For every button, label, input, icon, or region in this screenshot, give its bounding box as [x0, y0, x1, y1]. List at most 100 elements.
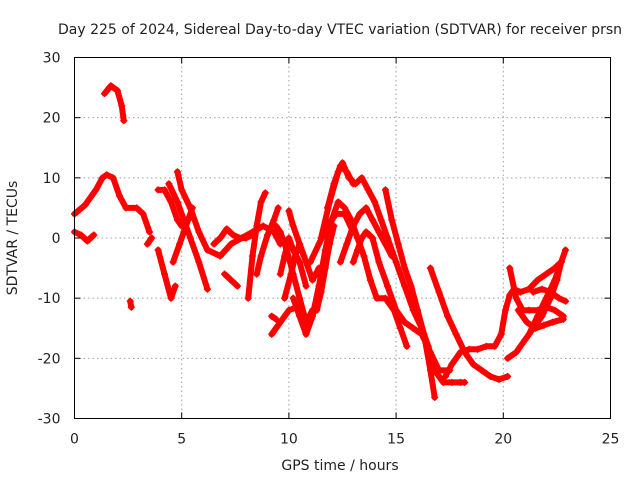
data-point	[448, 360, 456, 368]
data-point	[504, 354, 512, 362]
data-point	[360, 252, 368, 260]
series-track-31	[441, 330, 505, 380]
data-point	[317, 234, 325, 242]
data-point	[366, 276, 374, 284]
data-point	[203, 246, 211, 254]
data-point	[542, 294, 550, 302]
data-point	[276, 270, 284, 278]
data-point	[390, 306, 398, 314]
data-point	[369, 234, 377, 242]
series-track-7	[154, 186, 186, 230]
data-point	[98, 174, 106, 182]
data-point	[381, 294, 389, 302]
data-point	[268, 330, 276, 338]
data-point	[439, 378, 447, 386]
data-point	[270, 216, 278, 224]
data-point	[474, 345, 482, 353]
series-trace	[498, 259, 565, 338]
data-point	[388, 252, 396, 260]
series-track-5	[143, 234, 156, 248]
data-point	[381, 240, 389, 248]
x-tick-label: 10	[280, 432, 298, 448]
series-track-12	[210, 225, 256, 248]
data-point	[257, 252, 265, 260]
data-point	[276, 318, 284, 326]
data-point	[529, 288, 537, 296]
data-point	[227, 240, 235, 248]
data-point	[161, 186, 169, 194]
series-track-30	[426, 264, 512, 383]
data-point	[514, 306, 522, 314]
data-point	[456, 348, 464, 356]
y-axis-label: SDTVAR / TECUs	[5, 181, 21, 296]
series-trace	[155, 247, 179, 302]
series-trace	[442, 331, 505, 380]
data-point	[341, 210, 349, 218]
data-point	[354, 234, 362, 242]
series-track-35	[514, 306, 567, 332]
data-point	[195, 228, 203, 236]
data-point	[420, 330, 428, 338]
data-point	[143, 240, 151, 248]
data-point	[349, 258, 357, 266]
data-point	[521, 336, 529, 344]
data-point	[375, 258, 383, 266]
data-point	[101, 90, 109, 98]
data-point	[92, 186, 100, 194]
data-point	[233, 282, 241, 290]
series-track-18	[276, 234, 310, 290]
data-point	[461, 378, 469, 386]
y-tick-label: -10	[38, 291, 61, 307]
y-tick-label: 0	[52, 231, 61, 247]
series-track-10	[173, 168, 284, 260]
data-point	[401, 318, 409, 326]
series-trace	[268, 304, 301, 338]
x-tick-label: 0	[70, 432, 79, 448]
y-tick-label: -20	[38, 351, 61, 367]
data-point	[127, 303, 135, 311]
x-axis-label: GPS time / hours	[281, 458, 398, 474]
series-track-29	[381, 186, 439, 401]
data-point	[396, 324, 404, 332]
data-point	[506, 264, 514, 272]
data-point	[435, 366, 443, 374]
data-point	[448, 378, 456, 386]
data-point	[371, 198, 379, 206]
data-point	[296, 294, 304, 302]
data-point	[161, 270, 169, 278]
data-point	[409, 324, 417, 332]
data-point	[107, 82, 115, 90]
data-point	[504, 372, 512, 380]
data-point	[306, 258, 314, 266]
data-point	[362, 228, 370, 236]
data-point	[216, 252, 224, 260]
data-point	[90, 231, 98, 239]
data-point	[326, 240, 334, 248]
data-point	[223, 225, 231, 233]
data-point	[441, 372, 449, 380]
ticks	[74, 57, 611, 419]
data-point	[296, 312, 304, 320]
data-point	[259, 222, 267, 230]
data-point	[561, 246, 569, 254]
y-tick-label: 10	[43, 171, 61, 187]
data-point	[349, 222, 357, 230]
data-point	[388, 216, 396, 224]
data-point	[332, 210, 340, 218]
data-point	[296, 258, 304, 266]
data-point	[229, 231, 237, 239]
data-point	[268, 312, 276, 320]
data-point	[401, 264, 409, 272]
series-track-1	[71, 171, 154, 236]
data-point	[281, 252, 289, 260]
data-point	[561, 297, 569, 305]
data-point	[523, 318, 531, 326]
data-point	[285, 306, 293, 314]
series-track-4	[126, 297, 135, 311]
data-point	[261, 189, 269, 197]
data-point	[534, 312, 542, 320]
x-tick-label: 20	[494, 432, 512, 448]
data-point	[302, 330, 310, 338]
x-tick-label: 25	[602, 432, 620, 448]
